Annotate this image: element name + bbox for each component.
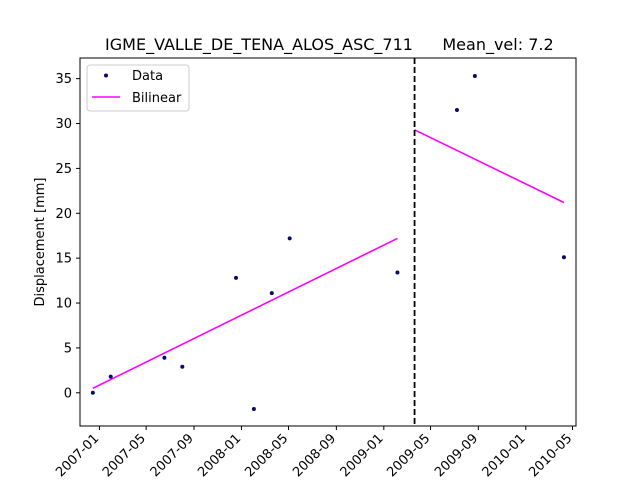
x-tick-label: 2008-01	[195, 431, 244, 480]
axes: 2007-012007-052007-092008-012008-052008-…	[53, 72, 575, 480]
data-point	[251, 406, 256, 411]
y-tick-label: 25	[55, 162, 72, 177]
y-tick-label: 30	[55, 117, 72, 132]
data-point	[180, 364, 185, 369]
data-point	[472, 73, 477, 78]
y-tick-label: 35	[55, 72, 72, 87]
y-tick-label: 20	[55, 207, 72, 222]
legend-label-data: Data	[132, 69, 163, 84]
axes-frame	[79, 57, 577, 427]
y-tick-label: 10	[55, 297, 72, 312]
y-tick-label: 15	[55, 252, 72, 267]
x-tick-label: 2007-05	[100, 431, 149, 480]
x-tick-label: 2007-01	[53, 431, 102, 480]
x-tick-label: 2007-09	[148, 431, 197, 480]
x-tick-label: 2008-05	[242, 431, 291, 480]
x-tick-label: 2008-09	[290, 431, 339, 480]
legend: Data Bilinear	[86, 64, 190, 112]
bilinear-segment-2	[414, 129, 565, 204]
y-axis-label: Displacement [mm]	[33, 178, 48, 307]
data-point	[287, 236, 292, 241]
data-point	[108, 374, 113, 379]
x-tick-label: 2009-01	[338, 431, 387, 480]
bilinear-segment-1	[92, 237, 398, 390]
plot-area	[90, 58, 566, 426]
data-point	[269, 291, 274, 296]
x-tick-label: 2010-05	[526, 431, 575, 480]
x-tick-label: 2009-09	[432, 431, 481, 480]
data-point	[90, 390, 95, 395]
x-tick-label: 2010-01	[480, 431, 529, 480]
y-tick-label: 5	[64, 341, 72, 356]
chart-title: IGME_VALLE_DE_TENA_ALOS_ASC_711	[105, 35, 413, 55]
data-point	[395, 270, 400, 275]
data-point	[561, 255, 566, 260]
legend-marker-data	[104, 73, 108, 78]
y-tick-label: 0	[64, 386, 72, 401]
x-tick-label: 2009-05	[384, 431, 433, 480]
chart-subtitle: Mean_vel: 7.2	[442, 35, 553, 55]
data-point	[162, 355, 167, 360]
data-point	[233, 275, 238, 280]
legend-label-bilinear: Bilinear	[132, 91, 182, 106]
data-point	[454, 108, 459, 113]
legend-box	[86, 64, 190, 112]
